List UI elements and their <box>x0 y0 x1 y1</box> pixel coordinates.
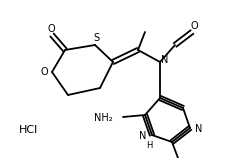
Text: O: O <box>190 21 198 31</box>
Text: O: O <box>47 24 55 34</box>
Text: NH₂: NH₂ <box>94 113 113 123</box>
Text: N: N <box>139 131 147 141</box>
Text: HCl: HCl <box>18 125 38 135</box>
Text: O: O <box>40 67 48 77</box>
Text: H: H <box>146 142 152 151</box>
Text: S: S <box>93 33 99 43</box>
Text: N: N <box>161 55 169 65</box>
Text: N: N <box>195 124 203 134</box>
